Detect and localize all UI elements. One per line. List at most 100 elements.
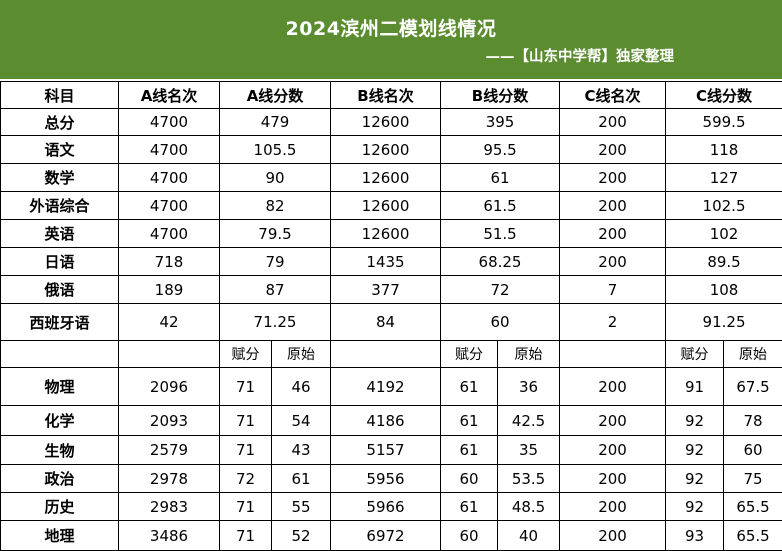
empty-cell	[1, 341, 119, 368]
c-rank-cell: 200	[560, 465, 666, 493]
sub-header-row: 赋分 原始 赋分 原始 赋分 原始	[1, 341, 782, 368]
a-score-cell: 90	[220, 164, 331, 192]
page-title: 2024滨州二模划线情况	[0, 14, 782, 41]
a-rank-cell: 2983	[119, 493, 220, 521]
c-rank-cell: 200	[560, 406, 666, 436]
a-rank-cell: 2579	[119, 436, 220, 465]
a-assigned-cell: 71	[220, 493, 272, 521]
a-score-cell: 79	[220, 248, 331, 276]
subject-cell: 化学	[1, 406, 119, 436]
b-score-cell: 61	[441, 164, 560, 192]
subject-cell: 数学	[1, 164, 119, 192]
subject-cell: 生物	[1, 436, 119, 465]
a-raw-cell: 61	[272, 465, 331, 493]
c-score-cell: 599.5	[666, 109, 782, 136]
subject-cell: 俄语	[1, 276, 119, 304]
b-rank-cell: 5956	[331, 465, 441, 493]
c-rank-cell: 200	[560, 109, 666, 136]
a-rank-cell: 718	[119, 248, 220, 276]
title-banner: 2024滨州二模划线情况 ——【山东中学帮】独家整理	[0, 0, 782, 79]
subject-cell: 语文	[1, 136, 119, 164]
b-rank-cell: 84	[331, 304, 441, 341]
c-assigned-cell: 92	[666, 493, 724, 521]
b-assigned-cell: 61	[441, 406, 498, 436]
a-score-cell: 71.25	[220, 304, 331, 341]
empty-cell	[560, 341, 666, 368]
b-raw-cell: 35	[498, 436, 560, 465]
b-raw-cell: 36	[498, 368, 560, 406]
b-rank-cell: 1435	[331, 248, 441, 276]
b-raw-cell: 48.5	[498, 493, 560, 521]
header-cell: B线名次	[331, 82, 441, 109]
a-score-cell: 479	[220, 109, 331, 136]
a-score-cell: 87	[220, 276, 331, 304]
a-rank-cell: 2978	[119, 465, 220, 493]
a-raw-cell: 55	[272, 493, 331, 521]
b-score-cell: 72	[441, 276, 560, 304]
sub-label-raw: 原始	[498, 341, 560, 368]
a-rank-cell: 4700	[119, 136, 220, 164]
b-raw-cell: 40	[498, 521, 560, 551]
c-rank-cell: 200	[560, 493, 666, 521]
c-score-cell: 118	[666, 136, 782, 164]
subject-cell: 日语	[1, 248, 119, 276]
empty-cell	[331, 341, 441, 368]
a-assigned-cell: 72	[220, 465, 272, 493]
sub-label-assigned: 赋分	[220, 341, 272, 368]
c-assigned-cell: 93	[666, 521, 724, 551]
c-rank-cell: 200	[560, 220, 666, 248]
c-rank-cell: 200	[560, 521, 666, 551]
a-rank-cell: 2096	[119, 368, 220, 406]
a-rank-cell: 4700	[119, 164, 220, 192]
a-raw-cell: 46	[272, 368, 331, 406]
c-rank-cell: 2	[560, 304, 666, 341]
a-rank-cell: 3486	[119, 521, 220, 551]
b-assigned-cell: 61	[441, 493, 498, 521]
table-header-row: 科目 A线名次 A线分数 B线名次 B线分数 C线名次 C线分数	[1, 82, 782, 109]
a-rank-cell: 189	[119, 276, 220, 304]
empty-cell	[119, 341, 220, 368]
a-rank-cell: 4700	[119, 192, 220, 220]
b-assigned-cell: 61	[441, 368, 498, 406]
header-cell: A线分数	[220, 82, 331, 109]
c-rank-cell: 7	[560, 276, 666, 304]
c-raw-cell: 67.5	[724, 368, 782, 406]
b-rank-cell: 12600	[331, 220, 441, 248]
c-raw-cell: 65.5	[724, 521, 782, 551]
sub-label-raw: 原始	[272, 341, 331, 368]
subject-cell: 历史	[1, 493, 119, 521]
c-assigned-cell: 92	[666, 406, 724, 436]
header-cell: C线名次	[560, 82, 666, 109]
subject-cell: 外语综合	[1, 192, 119, 220]
a-rank-cell: 4700	[119, 109, 220, 136]
b-assigned-cell: 61	[441, 436, 498, 465]
c-assigned-cell: 91	[666, 368, 724, 406]
header-cell: A线名次	[119, 82, 220, 109]
c-score-cell: 89.5	[666, 248, 782, 276]
c-score-cell: 108	[666, 276, 782, 304]
b-rank-cell: 5157	[331, 436, 441, 465]
b-score-cell: 60	[441, 304, 560, 341]
a-score-cell: 82	[220, 192, 331, 220]
b-assigned-cell: 60	[441, 465, 498, 493]
c-rank-cell: 200	[560, 368, 666, 406]
b-rank-cell: 12600	[331, 136, 441, 164]
b-score-cell: 68.25	[441, 248, 560, 276]
c-raw-cell: 60	[724, 436, 782, 465]
sub-label-assigned: 赋分	[666, 341, 724, 368]
header-cell: B线分数	[441, 82, 560, 109]
c-score-cell: 127	[666, 164, 782, 192]
subject-cell: 地理	[1, 521, 119, 551]
b-rank-cell: 5966	[331, 493, 441, 521]
